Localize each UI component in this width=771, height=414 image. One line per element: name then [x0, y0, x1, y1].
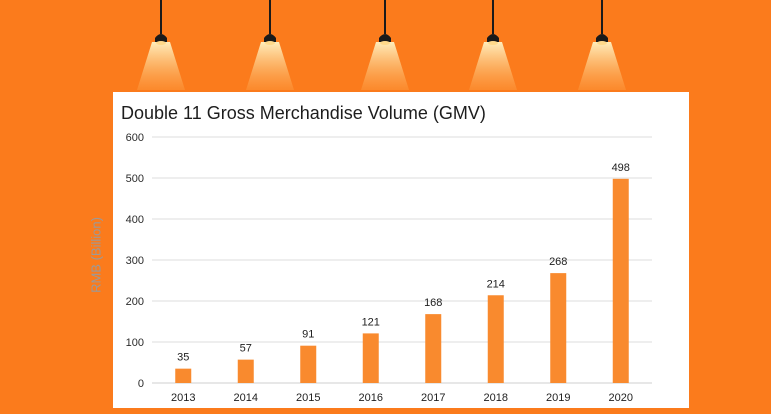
y-axis-ticks: 0 100 200 300 400 500 600 [126, 132, 144, 390]
light-beam [137, 42, 185, 90]
light-beam [469, 42, 517, 90]
x-tick-label: 2017 [421, 392, 445, 404]
bar [425, 314, 442, 383]
y-tick-label: 200 [126, 296, 144, 308]
bar [550, 273, 567, 383]
lamp-bulb [597, 41, 607, 45]
lamp [469, 0, 517, 90]
light-beam [246, 42, 294, 90]
bar [175, 368, 192, 383]
y-tick-label: 100 [126, 337, 144, 349]
data-label: 214 [487, 278, 505, 290]
lamp-shade [264, 34, 276, 42]
x-tick-label: 2018 [484, 392, 508, 404]
lamp-shade [487, 34, 499, 42]
lamp-bulb [380, 41, 390, 45]
lamp-shade [596, 34, 608, 42]
bar [612, 178, 629, 383]
x-tick-label: 2015 [296, 392, 320, 404]
light-beam [361, 42, 409, 90]
light-beam [578, 42, 626, 90]
bar [237, 359, 254, 383]
pendant-lamps [137, 0, 626, 90]
lamp-bulb [488, 41, 498, 45]
data-label: 57 [240, 343, 252, 355]
lamp [137, 0, 185, 90]
data-label: 91 [302, 329, 314, 341]
lamp-bulb [156, 41, 166, 45]
bar [300, 345, 317, 383]
x-axis-ticks: 2013 2014 2015 2016 2017 2018 2019 2020 [171, 392, 633, 404]
lamp-shade [155, 34, 167, 42]
gridlines [152, 136, 652, 384]
x-tick-label: 2020 [609, 392, 633, 404]
y-tick-label: 500 [126, 173, 144, 185]
data-label: 121 [362, 316, 380, 328]
y-tick-label: 0 [138, 378, 144, 390]
x-tick-label: 2014 [234, 392, 258, 404]
data-label: 35 [177, 352, 189, 364]
lamp-shade [379, 34, 391, 42]
data-label: 168 [424, 297, 442, 309]
data-labels: 35 57 91 121 168 214 268 498 [177, 162, 630, 364]
data-label: 268 [549, 256, 567, 268]
y-tick-label: 400 [126, 214, 144, 226]
y-axis-label: RMB (Billion) [88, 217, 104, 293]
x-tick-label: 2016 [359, 392, 383, 404]
lamp [578, 0, 626, 90]
lamp [246, 0, 294, 90]
x-tick-label: 2013 [171, 392, 195, 404]
chart-card [113, 92, 689, 408]
data-label: 498 [612, 162, 630, 174]
bar [362, 333, 379, 383]
bars [175, 178, 629, 383]
bar [487, 295, 504, 383]
y-tick-label: 600 [126, 132, 144, 144]
lamp [361, 0, 409, 90]
lamp-bulb [265, 41, 275, 45]
chart-title: Double 11 Gross Merchandise Volume (GMV) [121, 103, 486, 123]
y-tick-label: 300 [126, 255, 144, 267]
x-tick-label: 2019 [546, 392, 570, 404]
